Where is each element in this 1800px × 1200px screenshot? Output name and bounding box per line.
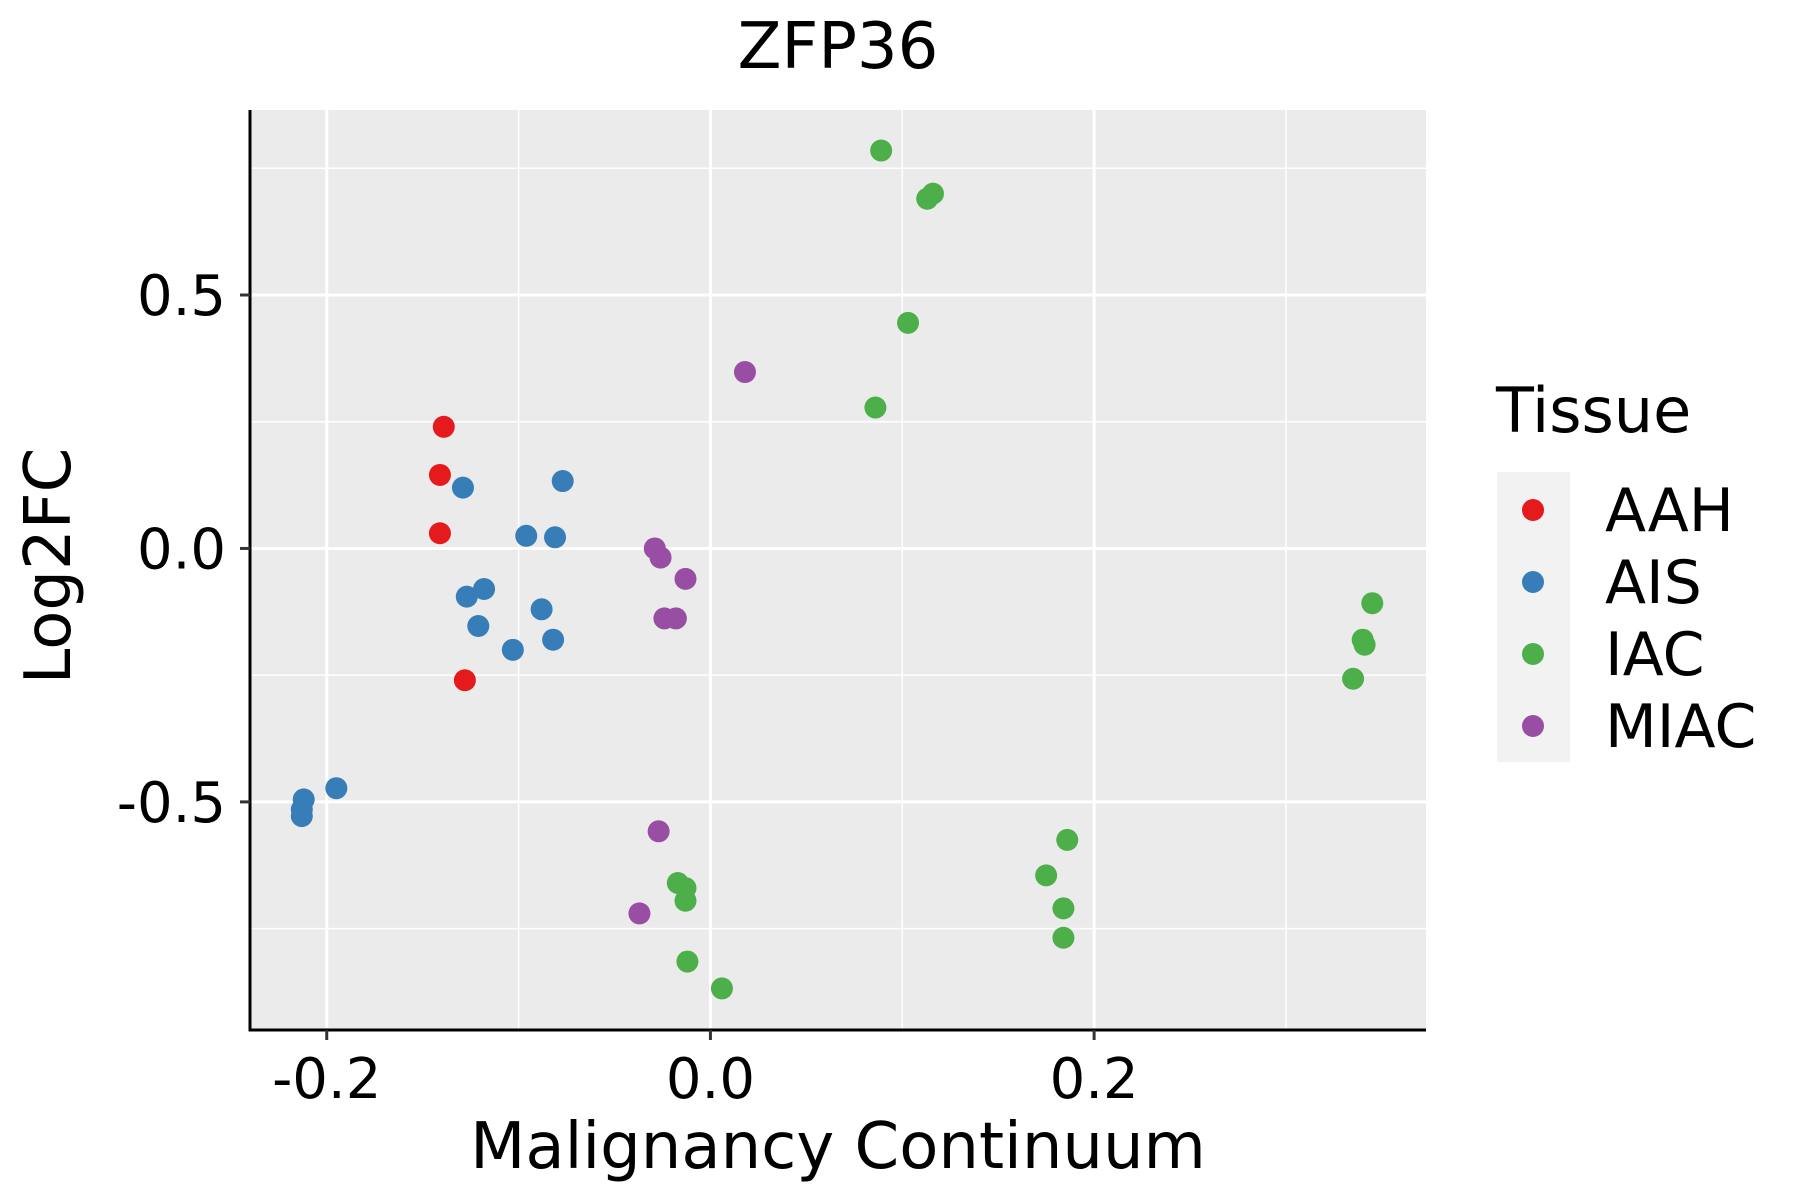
legend-item-ais: AIS xyxy=(1522,548,1702,618)
series-miac xyxy=(628,361,756,925)
y-axis-title: Log2FC xyxy=(12,448,86,685)
data-point xyxy=(530,598,553,621)
data-point xyxy=(542,628,565,651)
data-point xyxy=(649,546,672,569)
data-point xyxy=(674,889,697,912)
data-point xyxy=(897,311,920,334)
x-tick-label: 0.2 xyxy=(1050,1047,1139,1112)
data-point xyxy=(473,578,496,601)
legend-swatch xyxy=(1522,571,1544,593)
data-point xyxy=(710,977,733,1000)
chart-title: ZFP36 xyxy=(738,10,939,84)
y-tick-label: 0.0 xyxy=(137,517,226,582)
data-point xyxy=(647,820,670,843)
data-point xyxy=(664,607,687,630)
legend-label: MIAC xyxy=(1605,692,1756,762)
legend-label: AIS xyxy=(1605,548,1702,618)
series-aah xyxy=(428,415,476,692)
data-point xyxy=(1052,897,1075,920)
data-point xyxy=(1342,667,1365,690)
data-point xyxy=(467,615,490,638)
y-tick-label: 0.5 xyxy=(137,264,226,329)
legend-title: Tissue xyxy=(1495,374,1691,447)
data-point xyxy=(676,950,699,973)
data-point xyxy=(1056,828,1079,851)
data-point xyxy=(455,585,478,608)
x-tick-label: -0.2 xyxy=(272,1047,381,1112)
data-point xyxy=(501,638,524,661)
major-gridlines xyxy=(250,110,1426,1030)
data-point xyxy=(916,187,939,210)
data-point xyxy=(1361,592,1384,615)
data-point xyxy=(544,526,567,549)
data-point xyxy=(428,522,451,545)
data-points xyxy=(290,139,1384,1000)
legend-item-iac: IAC xyxy=(1522,620,1705,690)
x-tick-label: 0.0 xyxy=(666,1047,755,1112)
data-point xyxy=(453,669,476,692)
data-point xyxy=(451,476,474,499)
data-point xyxy=(432,415,455,438)
data-point xyxy=(428,463,451,486)
data-point xyxy=(864,396,887,419)
data-point xyxy=(674,567,697,590)
x-axis-ticks: -0.2 0.0 0.2 xyxy=(272,1030,1139,1112)
data-point xyxy=(870,139,893,162)
plot-panel xyxy=(250,110,1426,1030)
legend-swatch xyxy=(1522,643,1544,665)
data-point xyxy=(628,902,651,925)
y-tick-label: -0.5 xyxy=(117,771,226,836)
series-iac xyxy=(666,139,1384,1000)
legend-swatch xyxy=(1522,715,1544,737)
data-point xyxy=(325,777,348,800)
data-point xyxy=(290,805,313,828)
legend-label: AAH xyxy=(1605,476,1734,546)
legend-item-miac: MIAC xyxy=(1522,692,1756,762)
legend-label: IAC xyxy=(1605,620,1705,690)
minor-gridlines xyxy=(134,110,1426,1030)
data-point xyxy=(1052,926,1075,949)
legend-item-aah: AAH xyxy=(1522,476,1734,546)
y-axis-ticks: -0.5 0.0 0.5 xyxy=(117,264,250,836)
x-axis-title: Malignancy Continuum xyxy=(470,1110,1206,1184)
legend-swatch xyxy=(1522,499,1544,521)
data-point xyxy=(733,361,756,384)
data-point xyxy=(1035,864,1058,887)
data-point xyxy=(551,470,574,493)
data-point xyxy=(1353,633,1376,656)
data-point xyxy=(515,524,538,547)
series-ais xyxy=(290,470,574,828)
